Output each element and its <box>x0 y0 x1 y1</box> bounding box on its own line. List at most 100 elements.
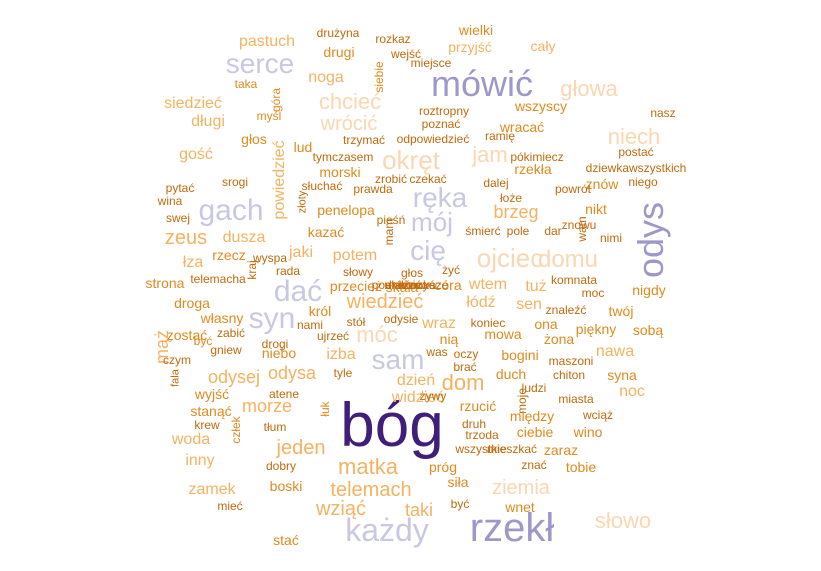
word-cloud-word: maszoni <box>548 354 594 368</box>
word-cloud-word: wraz <box>422 315 456 332</box>
word-cloud-word: miasta <box>558 392 594 406</box>
word-cloud-word: nią <box>439 331 459 347</box>
word-cloud-word: bóg <box>340 391 444 460</box>
word-cloud-word: ona <box>534 316 558 332</box>
word-cloud-word: taka <box>234 77 258 91</box>
word-cloud-word: mieć <box>217 499 243 513</box>
word-cloud-word: mój <box>411 207 453 237</box>
word-cloud-word: serce <box>225 48 295 79</box>
word-cloud-word: przecież <box>329 278 383 294</box>
word-cloud-word: człek <box>229 416 243 444</box>
word-cloud-word: dziewkawszystkich <box>585 161 687 175</box>
word-cloud-word: łza <box>182 254 204 271</box>
word-cloud-word: rzekł <box>469 506 555 550</box>
word-cloud-word: telemacha <box>190 272 246 286</box>
word-cloud-word: wino <box>573 424 603 440</box>
word-cloud-word: żona <box>543 331 575 347</box>
word-cloud-word: mam <box>382 218 396 246</box>
word-cloud-word: stół <box>346 315 366 329</box>
word-cloud-word: chiton <box>552 368 586 382</box>
word-cloud-word: was <box>426 345 448 359</box>
word-cloud-word: strona <box>145 275 185 291</box>
word-cloud-word: ojciec <box>476 243 544 273</box>
word-cloud-word: wina <box>157 194 183 208</box>
word-cloud-word: noc <box>619 383 645 400</box>
word-cloud-word: znać <box>521 458 547 472</box>
word-cloud-word: bogini <box>501 347 539 363</box>
word-cloud-word: złoty <box>296 190 309 214</box>
word-cloud-word: trzoda <box>465 428 499 442</box>
word-cloud-word: morze <box>241 396 293 416</box>
word-cloud-word: noga <box>308 69 344 86</box>
word-cloud-word: głowa <box>560 76 618 101</box>
word-cloud-word: jeden <box>276 437 326 459</box>
word-cloud-word: gach <box>198 194 264 227</box>
word-cloud-word: sen <box>516 296 542 313</box>
word-cloud-word: srogi <box>221 175 249 189</box>
word-cloud-word: pytać <box>165 181 195 195</box>
word-cloud-word: siebie <box>372 61 386 93</box>
word-cloud-word: gość <box>179 146 213 163</box>
word-cloud-word: myśl <box>256 109 282 123</box>
word-cloud-word: inny <box>185 452 215 469</box>
word-cloud-word: gniew <box>210 343 242 357</box>
word-cloud-word: piękny <box>575 321 617 337</box>
word-cloud-word: pieśń <box>376 213 406 227</box>
word-cloud-word: moc <box>581 286 605 300</box>
word-cloud-word: odpowiedzieć <box>396 132 470 146</box>
word-cloud-word: odysa <box>267 363 317 383</box>
word-cloud-word: powrót <box>554 182 592 196</box>
word-cloud-word: siedzieć <box>164 95 222 112</box>
word-cloud-word: zostać <box>166 327 208 343</box>
word-cloud-word: ujrzeć <box>316 329 350 343</box>
word-cloud-word: jam <box>472 142 508 167</box>
word-cloud-word: nimi <box>599 231 623 245</box>
word-cloud-word: próg <box>428 459 458 475</box>
word-cloud-word: trzymać <box>343 133 385 147</box>
word-cloud-word: być <box>450 497 470 511</box>
word-cloud-word: żyć <box>442 263 460 277</box>
word-cloud-word: syn <box>248 302 296 335</box>
word-cloud-word: skała <box>385 279 419 295</box>
word-cloud-word: druh <box>461 417 487 431</box>
word-cloud-word: jaki <box>288 244 314 261</box>
word-cloud-word: góra <box>269 87 283 113</box>
word-cloud-word: ludzi <box>521 381 547 395</box>
word-cloud-word: wziąć <box>315 498 367 520</box>
word-cloud-word: komnata <box>550 273 598 287</box>
word-cloud-word: rada <box>275 264 301 278</box>
word-cloud-word: sobą <box>632 322 664 338</box>
word-cloud-word: czym <box>163 353 191 367</box>
word-cloud-word: telemach <box>330 479 412 501</box>
word-cloud-word: głos <box>400 266 424 280</box>
word-cloud-word: pole <box>506 224 530 238</box>
word-cloud-word: brzeg <box>493 202 539 222</box>
word-cloud-word: niech <box>607 124 661 149</box>
word-cloud-word: skończyć <box>385 278 435 292</box>
word-cloud-word: sam <box>371 344 425 375</box>
word-cloud-word: zaraz <box>543 442 579 458</box>
word-cloud-word: mieszkać <box>486 442 538 456</box>
word-cloud-word: drogi <box>261 337 289 351</box>
word-cloud-word: morski <box>319 164 361 180</box>
word-cloud-word: ciebie <box>516 424 554 440</box>
word-cloud-word: znaleźć <box>545 303 587 317</box>
word-cloud-word: tuż <box>525 278 547 295</box>
word-cloud-word: drużyna <box>316 26 360 40</box>
word-cloud-word: nami <box>296 318 324 332</box>
word-cloud-word: niego <box>628 175 658 189</box>
word-cloud-word: wrócić <box>320 113 378 135</box>
word-cloud-word: ramię <box>484 129 516 143</box>
word-cloud-word: dzień <box>396 372 436 389</box>
word-cloud-word: zamek <box>188 481 236 498</box>
word-cloud-word: łódź <box>466 294 496 311</box>
word-cloud-word: tymczasem <box>312 150 374 164</box>
word-cloud-word: wyspa <box>252 251 288 265</box>
word-cloud-word: córa <box>434 277 462 293</box>
word-cloud-word: podróżzawsze <box>371 278 449 292</box>
word-cloud-word: koniec <box>470 316 506 330</box>
word-cloud-word: roztropny <box>418 104 470 118</box>
word-cloud-word: własny <box>200 310 244 326</box>
word-cloud-word: izba <box>326 346 356 363</box>
